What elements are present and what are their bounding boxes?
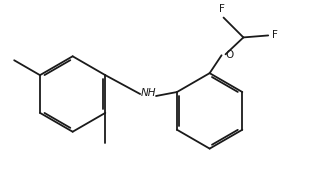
Text: O: O xyxy=(225,50,234,60)
Text: F: F xyxy=(272,30,278,40)
Text: NH: NH xyxy=(140,88,156,98)
Text: F: F xyxy=(219,4,224,14)
